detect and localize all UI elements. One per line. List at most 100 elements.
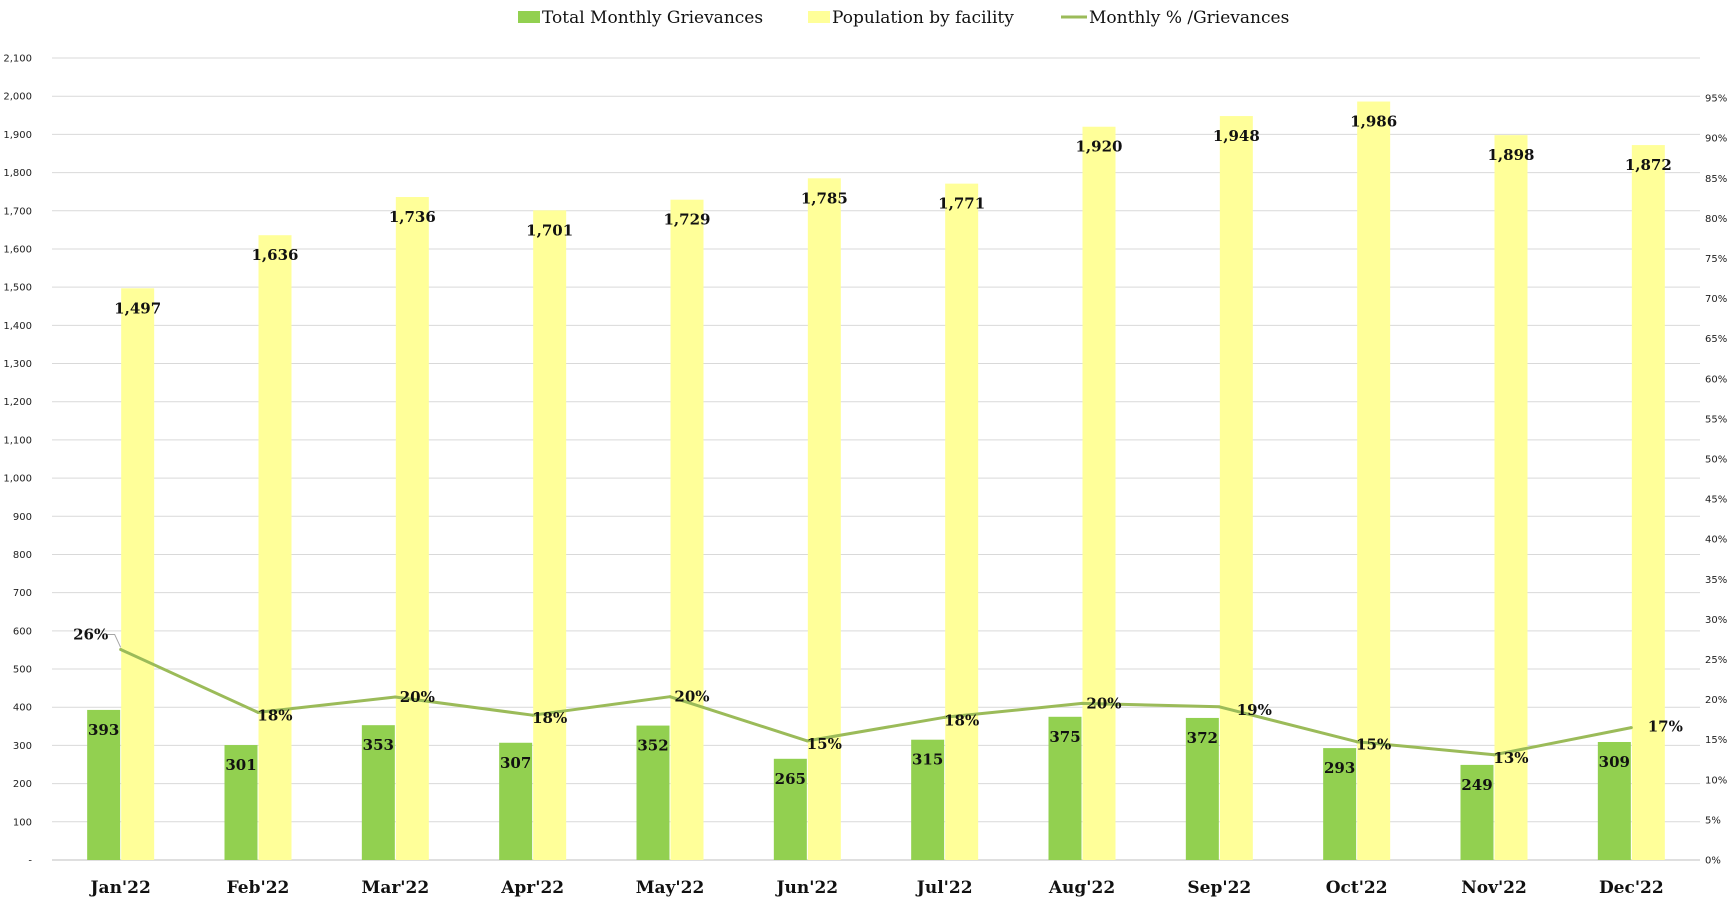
legend-item: Population by facility bbox=[808, 8, 1014, 28]
legend-label: Monthly % /Grievances bbox=[1089, 8, 1289, 28]
data-labels: 393 1,497 301 1,636 353 1,736 307 1,701 352 1,729… bbox=[73, 113, 1683, 794]
population-label: 1,785 bbox=[801, 189, 848, 207]
population-bar bbox=[533, 210, 567, 860]
right-tick-label: 50% bbox=[1705, 455, 1727, 466]
legend: Total Monthly Grievances Population by fa… bbox=[518, 8, 1289, 28]
population-label: 1,771 bbox=[938, 195, 985, 213]
population-bar bbox=[1494, 135, 1528, 860]
grievance-label: 315 bbox=[912, 751, 943, 769]
right-tick-label: 55% bbox=[1705, 414, 1727, 425]
grievance-label: 375 bbox=[1049, 728, 1080, 746]
left-tick-label: 1,600 bbox=[3, 244, 32, 255]
population-label: 1,736 bbox=[389, 208, 436, 226]
population-label: 1,872 bbox=[1625, 156, 1672, 174]
grievance-label: 352 bbox=[637, 737, 668, 755]
right-tick-label: 30% bbox=[1705, 615, 1727, 626]
grievance-label: 309 bbox=[1599, 753, 1630, 771]
population-label: 1,497 bbox=[114, 299, 161, 317]
grievance-bar bbox=[1048, 716, 1082, 860]
left-tick-label: 400 bbox=[13, 703, 32, 714]
percentage-point bbox=[531, 713, 535, 717]
percentage-label: 18% bbox=[944, 711, 979, 729]
category-label: Jul'22 bbox=[915, 878, 973, 898]
percentage-point bbox=[805, 739, 809, 743]
left-tick-label: 2,100 bbox=[3, 54, 32, 65]
percentage-label: 15% bbox=[807, 735, 842, 753]
population-label: 1,986 bbox=[1350, 113, 1397, 131]
percentage-label: 20% bbox=[674, 688, 709, 706]
right-tick-label: 35% bbox=[1705, 575, 1727, 586]
left-tick-label: 900 bbox=[13, 512, 32, 523]
population-bar bbox=[945, 183, 979, 860]
percentage-point bbox=[1217, 705, 1221, 709]
right-tick-label: 45% bbox=[1705, 495, 1727, 506]
category-label: Nov'22 bbox=[1461, 878, 1527, 898]
category-label: May'22 bbox=[636, 878, 705, 898]
left-tick-label: 1,500 bbox=[3, 283, 32, 294]
percentage-point bbox=[668, 695, 672, 699]
left-tick-label: 1,800 bbox=[3, 168, 32, 179]
gridlines bbox=[52, 57, 1700, 861]
left-tick-label: 800 bbox=[13, 550, 32, 561]
right-tick-label: 80% bbox=[1705, 214, 1727, 225]
grievance-bar bbox=[87, 709, 121, 860]
legend-item: Monthly % /Grievances bbox=[1061, 8, 1289, 28]
percentage-point bbox=[943, 715, 947, 719]
right-tick-label: 85% bbox=[1705, 174, 1727, 185]
percentage-label: 15% bbox=[1356, 736, 1391, 754]
left-tick-label: 1,400 bbox=[3, 321, 32, 332]
grievance-label: 293 bbox=[1324, 759, 1355, 777]
percentage-label: 13% bbox=[1493, 749, 1528, 767]
population-label: 1,701 bbox=[526, 221, 573, 239]
population-bar bbox=[670, 199, 704, 861]
percentage-point bbox=[256, 710, 260, 714]
percentage-label: 20% bbox=[1086, 694, 1121, 712]
left-tick-label: 600 bbox=[13, 626, 32, 637]
right-axis: 0% 5% 10% 15% 20% 25% 30% 35% 40% 45% 50% 55% 60% 65%… bbox=[1705, 94, 1727, 867]
right-tick-label: 15% bbox=[1705, 735, 1727, 746]
left-tick-label: 2,000 bbox=[3, 92, 32, 103]
category-label: Oct'22 bbox=[1326, 878, 1388, 898]
left-tick-label: 1,100 bbox=[3, 435, 32, 446]
percentage-label: 18% bbox=[532, 709, 567, 727]
grievance-bar bbox=[911, 739, 945, 860]
right-tick-label: 25% bbox=[1705, 655, 1727, 666]
left-tick-label: 300 bbox=[13, 741, 32, 752]
right-tick-label: 70% bbox=[1705, 294, 1727, 305]
right-tick-label: 95% bbox=[1705, 94, 1727, 105]
legend-label: Population by facility bbox=[832, 8, 1014, 28]
percentage-label: 20% bbox=[400, 688, 435, 706]
legend-swatch bbox=[808, 11, 830, 23]
percentage-point bbox=[393, 695, 397, 699]
grievance-bar bbox=[1185, 717, 1219, 860]
legend-swatch bbox=[518, 11, 540, 23]
leader-line bbox=[106, 633, 122, 648]
left-tick-label: - bbox=[28, 856, 32, 867]
right-tick-label: 40% bbox=[1705, 535, 1727, 546]
left-tick-label: 500 bbox=[13, 665, 32, 676]
percentage-point bbox=[1629, 726, 1633, 730]
category-label: Jun'22 bbox=[775, 878, 839, 898]
grievance-label: 353 bbox=[363, 736, 394, 754]
population-bar bbox=[1357, 101, 1391, 861]
left-tick-label: 1,200 bbox=[3, 397, 32, 408]
grievance-label: 249 bbox=[1461, 776, 1492, 794]
population-bar bbox=[395, 197, 429, 861]
population-bar bbox=[807, 178, 841, 861]
category-axis: Jan'22 Feb'22 Mar'22 Apr'22 May'22 Jun'22 Jul'… bbox=[89, 878, 1664, 898]
percentage-point bbox=[119, 647, 123, 651]
population-bar bbox=[121, 288, 155, 860]
population-bar bbox=[1631, 145, 1665, 860]
left-tick-label: 200 bbox=[13, 779, 32, 790]
right-tick-label: 60% bbox=[1705, 374, 1727, 385]
category-label: Jan'22 bbox=[89, 878, 151, 898]
population-bar bbox=[1082, 126, 1116, 860]
right-tick-label: 10% bbox=[1705, 775, 1727, 786]
category-label: Mar'22 bbox=[362, 878, 430, 898]
percentage-line-path bbox=[120, 648, 1632, 757]
population-label: 1,636 bbox=[252, 246, 299, 264]
population-bar bbox=[1219, 116, 1253, 861]
legend-item: Total Monthly Grievances bbox=[518, 8, 763, 28]
